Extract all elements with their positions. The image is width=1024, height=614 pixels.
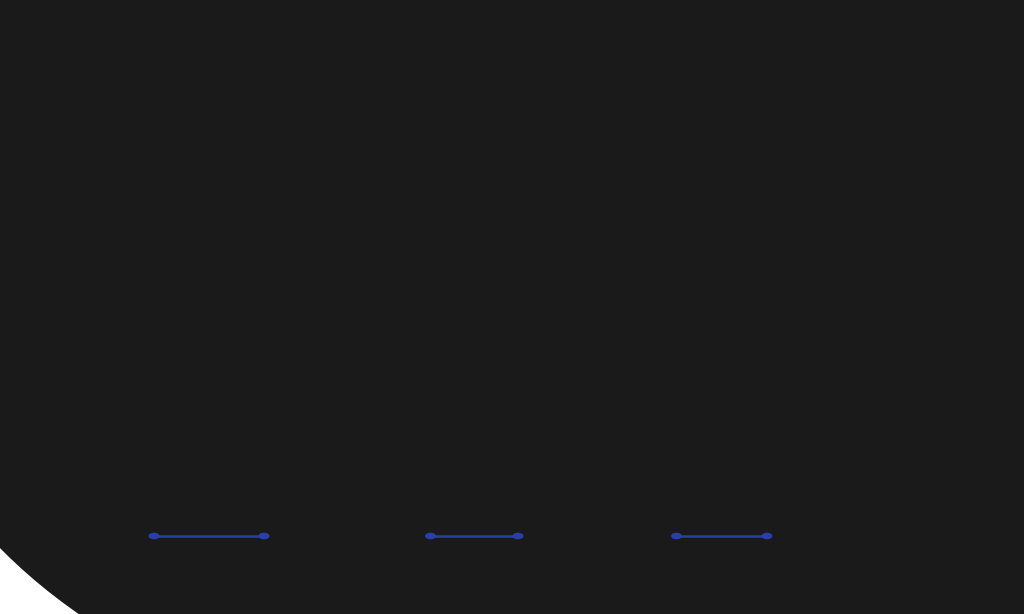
- Text: Components:: Components:: [18, 278, 100, 288]
- Text: Network: Network: [354, 278, 404, 288]
- Circle shape: [258, 533, 269, 539]
- Text: This layer is: This layer is: [585, 346, 654, 357]
- Text: to interpret the data.: to interpret the data.: [526, 473, 644, 483]
- Text: Sensors,: Sensors,: [100, 278, 152, 288]
- Text: SYSTEM ARCHITECTURE: SYSTEM ARCHITECTURE: [88, 18, 624, 56]
- Text: IoT Platform: IoT Platform: [526, 250, 667, 269]
- Text: and vice versa.: and vice versa.: [18, 430, 103, 441]
- Text: Components:: Components:: [526, 278, 608, 288]
- Text: security, along with: security, along with: [526, 445, 636, 454]
- Circle shape: [45, 115, 211, 215]
- Text: the transmission of data: the transmission of data: [272, 346, 409, 357]
- Circle shape: [123, 161, 133, 168]
- Text: relevant.software: relevant.software: [889, 575, 998, 588]
- Circle shape: [512, 533, 523, 539]
- Circle shape: [425, 533, 436, 539]
- Text: the IoT platform. It: the IoT platform. It: [272, 375, 376, 384]
- Text: Sensors: Sensors: [18, 250, 109, 269]
- Text: (CRM) systems, and: (CRM) systems, and: [775, 403, 887, 413]
- Text: protocols, WiFi, BLE: protocols, WiFi, BLE: [272, 292, 381, 302]
- Text: includes various network: includes various network: [272, 389, 412, 398]
- Text: relationship management: relationship management: [775, 389, 920, 398]
- Text: Devices, Tags & Beacons,: Devices, Tags & Beacons,: [18, 292, 160, 302]
- Text: Actuators, Gateways.: Actuators, Gateways.: [18, 306, 137, 316]
- Bar: [604, 159, 676, 167]
- Circle shape: [74, 133, 182, 197]
- Text: These are the: These are the: [77, 333, 157, 343]
- Text: Data storage &: Data storage &: [608, 278, 696, 288]
- Text: (Bluetooth Low Energy).: (Bluetooth Low Energy).: [272, 306, 407, 316]
- Text: processing, Analytics,: processing, Analytics,: [526, 292, 647, 302]
- Text: interact with the physical: interact with the physical: [18, 389, 160, 398]
- Text: devices and ensuring data: devices and ensuring data: [526, 430, 674, 441]
- Text: (ERP) systems that leverage: (ERP) systems that leverage: [775, 430, 934, 441]
- Text: responsible for processing,: responsible for processing,: [526, 360, 676, 371]
- Circle shape: [892, 185, 900, 189]
- Text: delivers the processed data: delivers the processed data: [775, 333, 930, 343]
- Text: Components:: Components:: [272, 278, 354, 288]
- Text: enterprise resource planning: enterprise resource planning: [775, 417, 936, 427]
- Text: Function:: Function:: [526, 346, 585, 357]
- Text: This layer ensures: This layer ensures: [331, 333, 435, 343]
- Circle shape: [640, 145, 668, 161]
- Text: ERP.: ERP.: [775, 292, 799, 302]
- Text: Visualization, Connectivity &: Visualization, Connectivity &: [526, 306, 686, 316]
- Text: Apps, APIs, CRM,: Apps, APIs, CRM,: [857, 278, 954, 288]
- Circle shape: [379, 180, 389, 186]
- Text: data received from the: data received from the: [526, 389, 654, 398]
- Text: RELEVANT: RELEVANT: [26, 575, 97, 588]
- Text: Function:: Function:: [272, 333, 331, 343]
- Circle shape: [612, 147, 640, 163]
- Text: End-User Layer: End-User Layer: [775, 529, 898, 543]
- Circle shape: [624, 139, 656, 158]
- Text: various applications. It: various applications. It: [775, 360, 901, 371]
- Text: visualization and analytics: visualization and analytics: [526, 459, 674, 468]
- Text: actionable insights.: actionable insights.: [775, 459, 884, 468]
- Text: storing, and analyzing the: storing, and analyzing the: [526, 375, 672, 384]
- Text: Middleware Layer: Middleware Layer: [526, 529, 669, 543]
- Circle shape: [301, 115, 467, 215]
- Text: device management, Security.: device management, Security.: [526, 320, 696, 330]
- Text: connectivity layer. It: connectivity layer. It: [526, 403, 640, 413]
- Text: devices that collect data: devices that collect data: [18, 346, 156, 357]
- Circle shape: [330, 133, 438, 197]
- Text: parameters into digital data: parameters into digital data: [18, 417, 175, 427]
- Text: protocols and technologies: protocols and technologies: [272, 403, 422, 413]
- Text: IoT: IoT: [30, 18, 97, 56]
- Text: communication.: communication.: [272, 430, 362, 441]
- Circle shape: [586, 133, 694, 197]
- Circle shape: [148, 533, 160, 539]
- Text: collected by the sensors to: collected by the sensors to: [272, 360, 422, 371]
- Text: from the environment.: from the environment.: [18, 360, 144, 371]
- Text: the data to provide: the data to provide: [775, 445, 882, 454]
- Text: Function:: Function:: [18, 333, 77, 343]
- Circle shape: [842, 133, 950, 197]
- Text: includes APIs, customer: includes APIs, customer: [775, 375, 907, 384]
- Circle shape: [620, 149, 660, 173]
- Text: that facilitate: that facilitate: [272, 417, 347, 427]
- Circle shape: [762, 533, 772, 539]
- Text: provides tools for managing: provides tools for managing: [526, 417, 683, 427]
- Text: This layer: This layer: [834, 319, 891, 328]
- Circle shape: [557, 115, 723, 215]
- Circle shape: [671, 533, 682, 539]
- Text: Components:: Components:: [775, 278, 857, 288]
- Circle shape: [813, 115, 979, 215]
- Text: Connectivity Layer: Connectivity Layer: [272, 529, 423, 543]
- Text: Function:: Function:: [775, 319, 834, 328]
- Text: Sensors and actuators: Sensors and actuators: [18, 375, 143, 384]
- Text: to the end-users through: to the end-users through: [775, 346, 914, 357]
- Text: world, converting physical: world, converting physical: [18, 403, 165, 413]
- Text: Applications: Applications: [775, 250, 916, 269]
- Text: Connectivity: Connectivity: [272, 250, 415, 269]
- Text: Hardware Layer: Hardware Layer: [18, 529, 146, 543]
